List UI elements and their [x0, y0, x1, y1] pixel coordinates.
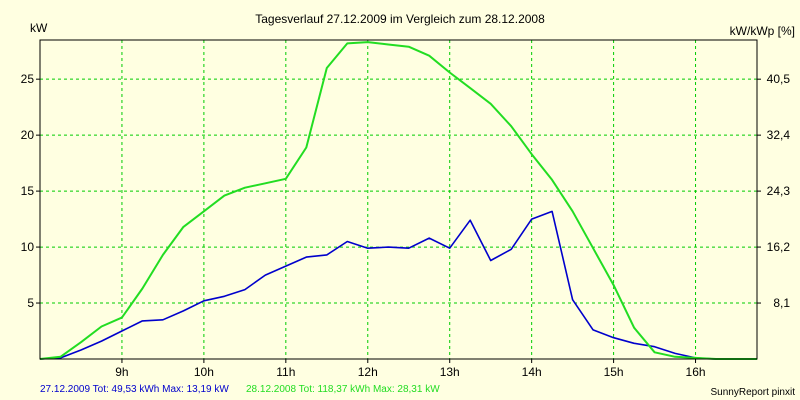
- y-axis-label-right: kW/kWp [%]: [730, 24, 795, 38]
- plot-background: [40, 40, 757, 359]
- legend-entry-2008: 28.12.2008 Tot: 118,37 kWh Max: 28,31 kW: [246, 384, 440, 395]
- x-tick-label: 16h: [686, 365, 706, 379]
- x-tick-label: 13h: [440, 365, 460, 379]
- chart-title: Tagesverlauf 27.12.2009 im Vergleich zum…: [255, 12, 545, 26]
- x-tick-label: 15h: [604, 365, 624, 379]
- y-tick-label-left: 15: [21, 184, 35, 198]
- x-tick-label: 14h: [522, 365, 542, 379]
- y-tick-label-right: 8,1: [773, 296, 790, 310]
- y-tick-label-right: 40,5: [767, 72, 791, 86]
- y-tick-label-right: 16,2: [767, 240, 791, 254]
- series-line-28.12.2008: [39, 41, 757, 360]
- y-tick-label-left: 25: [21, 72, 35, 86]
- y-tick-label-right: 24,3: [767, 184, 791, 198]
- plot-area: [40, 40, 757, 359]
- y-tick-label-left: 20: [21, 128, 35, 142]
- axes: 9h 10h 11h 12h 13h 14h 15h 16h 5 10 15 20 25 8,1 16,2 2…: [21, 39, 791, 379]
- y-tick-label-left: 10: [21, 240, 35, 254]
- footer-credit: SunnyReport pinxit: [711, 387, 796, 398]
- series-line-27.12.2009: [39, 210, 757, 360]
- grid: [40, 40, 757, 359]
- legend-entry-2009: 27.12.2009 Tot: 49,53 kWh Max: 13,19 kW: [40, 384, 229, 395]
- y-tick-label-left: 5: [27, 296, 34, 310]
- x-tick-label: 12h: [358, 365, 378, 379]
- x-tick-label: 10h: [194, 365, 214, 379]
- x-tick-label: 9h: [115, 365, 128, 379]
- x-tick-label: 11h: [276, 365, 295, 379]
- y-tick-label-right: 32,4: [767, 128, 791, 142]
- y-axis-label-left: kW: [30, 21, 48, 35]
- plot-frame: [39, 39, 758, 360]
- series-layer: [39, 41, 757, 360]
